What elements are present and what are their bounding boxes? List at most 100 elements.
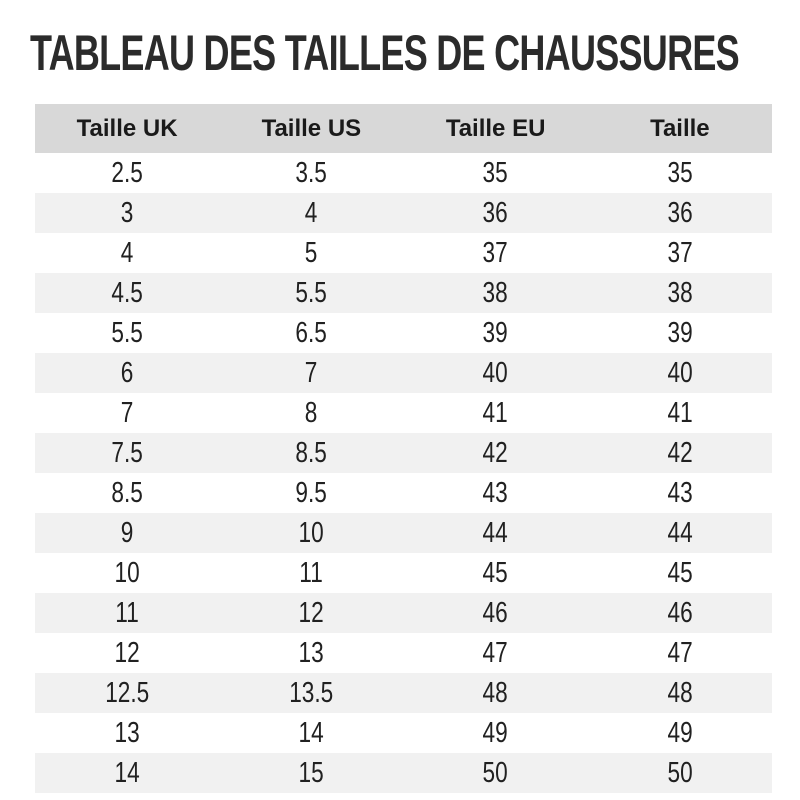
size-value: 39 (667, 316, 693, 349)
size-value: 4 (120, 236, 134, 269)
size-value: 35 (483, 156, 509, 189)
size-cell: 14 (35, 753, 219, 793)
table-row: 10 11 45 45 (35, 553, 772, 593)
size-cell: 7.5 (35, 433, 219, 473)
size-value: 43 (667, 476, 693, 509)
size-value: 41 (483, 396, 509, 429)
size-cell: 42 (588, 433, 772, 473)
size-value: 5.5 (111, 316, 143, 349)
size-value: 8.5 (295, 436, 328, 469)
table-header: Taille UK Taille US Taille EU Taille (35, 104, 772, 153)
size-chart-table: Taille UK Taille US Taille EU Taille 2.5 3.5… (35, 104, 772, 793)
size-cell: 49 (588, 713, 772, 753)
size-cell: 9 (35, 513, 219, 553)
size-value: 6.5 (295, 316, 328, 349)
size-value: 11 (299, 556, 324, 589)
size-cell: 4 (35, 233, 219, 273)
size-cell: 3.5 (219, 153, 403, 193)
size-cell: 10 (219, 513, 403, 553)
size-cell: 13.5 (219, 673, 403, 713)
size-cell: 48 (404, 673, 588, 713)
size-value: 45 (483, 556, 509, 589)
size-cell: 35 (404, 153, 588, 193)
size-cell: 46 (404, 593, 588, 633)
size-cell: 44 (588, 513, 772, 553)
size-cell: 10 (35, 553, 219, 593)
size-cell: 11 (219, 553, 403, 593)
size-cell: 35 (588, 153, 772, 193)
size-value: 38 (483, 276, 509, 309)
table-row: 5.5 6.5 39 39 (35, 313, 772, 353)
table-header-row: Taille UK Taille US Taille EU Taille (35, 104, 772, 153)
size-value: 4 (305, 196, 318, 229)
size-value: 36 (667, 196, 693, 229)
size-value: 42 (483, 436, 509, 469)
size-cell: 47 (588, 633, 772, 673)
size-cell: 12 (35, 633, 219, 673)
size-value: 3.5 (295, 156, 328, 189)
size-cell: 4.5 (35, 273, 219, 313)
size-value: 10 (114, 556, 140, 589)
size-cell: 45 (404, 553, 588, 593)
size-cell: 9.5 (219, 473, 403, 513)
size-cell: 7 (35, 393, 219, 433)
size-value: 50 (483, 756, 509, 789)
table-row: 12 13 47 47 (35, 633, 772, 673)
size-cell: 43 (404, 473, 588, 513)
table-row: 4 5 37 37 (35, 233, 772, 273)
size-cell: 14 (219, 713, 403, 753)
size-cell: 40 (404, 353, 588, 393)
size-value: 15 (298, 756, 324, 789)
size-value: 5.5 (295, 276, 328, 309)
table-row: 12.5 13.5 48 48 (35, 673, 772, 713)
size-value: 14 (114, 756, 140, 789)
size-value: 13.5 (289, 676, 334, 709)
size-value: 39 (483, 316, 509, 349)
size-cell: 47 (404, 633, 588, 673)
size-cell: 4 (219, 193, 403, 233)
table-row: 9 10 44 44 (35, 513, 772, 553)
size-value: 9.5 (295, 476, 328, 509)
size-value: 42 (667, 436, 693, 469)
size-value: 41 (667, 396, 693, 429)
size-cell: 15 (219, 753, 403, 793)
size-cell: 39 (404, 313, 588, 353)
size-value: 11 (115, 596, 139, 629)
page-title: TABLEAU DES TAILLES DE CHAUSSURES (30, 25, 740, 81)
table-row: 14 15 50 50 (35, 753, 772, 793)
size-value: 13 (298, 636, 324, 669)
table-row: 8.5 9.5 43 43 (35, 473, 772, 513)
column-header-taille-eu: Taille EU (403, 104, 588, 153)
table-row: 2.5 3.5 35 35 (35, 153, 772, 193)
size-cell: 49 (404, 713, 588, 753)
size-value: 47 (667, 636, 693, 669)
size-value: 48 (483, 676, 509, 709)
size-cell: 43 (588, 473, 772, 513)
size-value: 37 (667, 236, 693, 269)
size-value: 7.5 (111, 436, 143, 469)
size-cell: 12.5 (35, 673, 219, 713)
size-cell: 5 (219, 233, 403, 273)
size-value: 8 (305, 396, 318, 429)
table-body: 2.5 3.5 35 35 3 4 36 36 4 5 37 37 4.5 5.5 38 38 5.5 6.5 39… (35, 153, 772, 793)
size-cell: 12 (219, 593, 403, 633)
size-cell: 2.5 (35, 153, 219, 193)
size-cell: 41 (588, 393, 772, 433)
size-value: 12 (114, 636, 140, 669)
size-cell: 36 (404, 193, 588, 233)
size-value: 49 (483, 716, 509, 749)
size-cell: 8 (219, 393, 403, 433)
size-value: 44 (483, 516, 509, 549)
size-cell: 7 (219, 353, 403, 393)
size-cell: 39 (588, 313, 772, 353)
size-cell: 5.5 (35, 313, 219, 353)
size-value: 7 (120, 396, 134, 429)
size-cell: 5.5 (219, 273, 403, 313)
size-value: 3 (120, 196, 134, 229)
size-value: 14 (298, 716, 324, 749)
size-cell: 38 (404, 273, 588, 313)
size-cell: 37 (588, 233, 772, 273)
size-value: 13 (114, 716, 140, 749)
size-value: 7 (305, 356, 318, 389)
table-row: 11 12 46 46 (35, 593, 772, 633)
